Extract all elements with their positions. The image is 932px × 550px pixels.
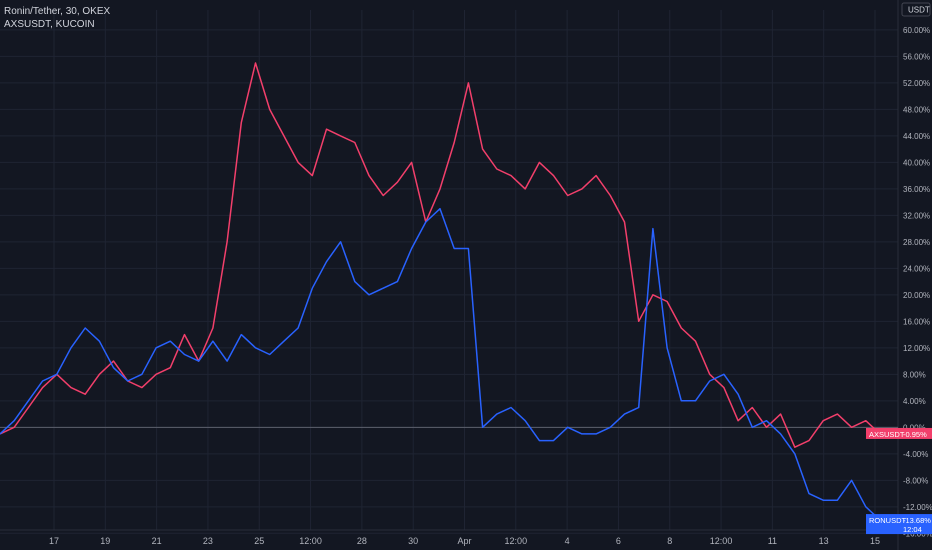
x-tick-label: 12:00: [710, 536, 733, 546]
x-tick-label: 11: [768, 536, 777, 546]
currency-badge-bg: [901, 2, 931, 17]
x-tick-label: 17: [49, 536, 59, 546]
y-tick-label: -4.00%: [903, 450, 928, 459]
x-tick-label: 12:00: [505, 536, 528, 546]
x-tick-label: 8: [667, 536, 672, 546]
y-tick-label: 36.00%: [903, 185, 930, 194]
series-label-extra-ronusdt: 12:04: [903, 525, 922, 534]
series-label-name-axsusdt: AXSUSDT: [869, 430, 905, 439]
series-label-value-ronusdt: -13.68%: [903, 516, 931, 525]
x-tick-label: 19: [100, 536, 110, 546]
x-tick-label: 21: [152, 536, 162, 546]
x-tick-label: 12:00: [299, 536, 322, 546]
y-tick-label: 28.00%: [903, 238, 930, 247]
y-tick-label: 16.00%: [903, 317, 930, 326]
y-tick-label: 60.00%: [903, 26, 930, 35]
legend-compare-symbol[interactable]: AXSUSDT, KUCOIN: [4, 19, 95, 30]
series-label-value-axsusdt: -0.95%: [903, 430, 927, 439]
x-tick-label: Apr: [457, 536, 471, 546]
x-tick-label: 13: [819, 536, 829, 546]
y-tick-label: 32.00%: [903, 211, 930, 220]
y-tick-label: 48.00%: [903, 105, 930, 114]
x-tick-label: 30: [408, 536, 418, 546]
y-tick-label: 52.00%: [903, 79, 930, 88]
x-tick-label: 15: [870, 536, 880, 546]
series-label-name-ronusdt: RONUSDT: [869, 516, 907, 525]
x-tick-label: 23: [203, 536, 213, 546]
y-tick-label: 24.00%: [903, 264, 930, 273]
y-tick-label: 12.00%: [903, 344, 930, 353]
y-tick-label: 40.00%: [903, 158, 930, 167]
y-tick-label: -8.00%: [903, 476, 928, 485]
y-tick-label: -12.00%: [903, 503, 932, 512]
currency-badge-text: USDT: [908, 6, 930, 15]
x-tick-label: 4: [565, 536, 570, 546]
y-tick-label: 20.00%: [903, 291, 930, 300]
legend-main-symbol[interactable]: Ronin/Tether, 30, OKEX: [4, 6, 111, 17]
y-tick-label: 8.00%: [903, 370, 926, 379]
y-tick-label: 56.00%: [903, 52, 930, 61]
x-tick-label: 6: [616, 536, 621, 546]
series-line-ronusdt: [0, 207, 881, 521]
y-tick-label: 0.00%: [903, 423, 926, 432]
series-line-axsusdt: [0, 62, 881, 448]
y-tick-label: 44.00%: [903, 132, 930, 141]
series-label-bg-ronusdt: [866, 514, 932, 535]
series-label-bg-axsusdt: [866, 427, 932, 439]
x-tick-label: 28: [357, 536, 367, 546]
legend: Ronin/Tether, 30, OKEX AXSUSDT, KUCOIN: [4, 5, 110, 31]
y-tick-label: 4.00%: [903, 397, 926, 406]
x-tick-label: 25: [254, 536, 264, 546]
